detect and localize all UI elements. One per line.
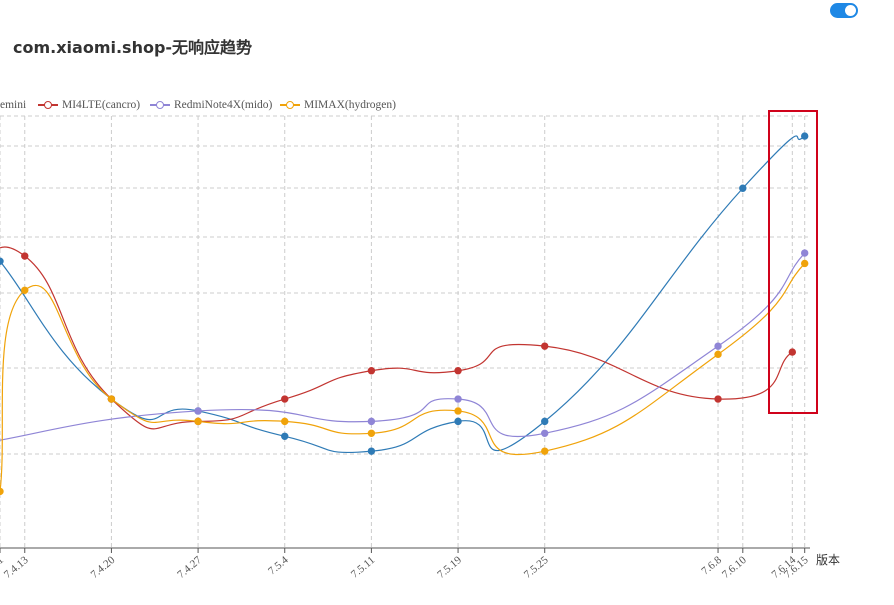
data-point bbox=[714, 342, 722, 350]
data-point bbox=[801, 249, 809, 257]
legend-item-label: RedmiNote4X(mido) bbox=[174, 99, 273, 111]
series-line-0 bbox=[0, 135, 806, 454]
data-point bbox=[367, 447, 376, 455]
data-point bbox=[788, 348, 797, 356]
series-line-3 bbox=[0, 263, 806, 492]
data-point bbox=[194, 407, 202, 415]
legend-item-redminote4x[interactable]: RedmiNote4X(mido) bbox=[150, 99, 272, 111]
legend-item-mi4lte[interactable]: MI4LTE(cancro) bbox=[38, 99, 140, 111]
data-point bbox=[541, 417, 549, 426]
legend-item-label: MIMAX(hydrogen) bbox=[304, 99, 396, 111]
data-point bbox=[801, 132, 809, 140]
x-tick-label: 7.4.27 bbox=[175, 554, 204, 581]
data-point bbox=[281, 417, 289, 426]
data-point bbox=[0, 257, 4, 265]
x-tick-label: 7.5.4 bbox=[266, 554, 291, 578]
data-point bbox=[801, 259, 809, 268]
legend-item-emini[interactable]: emini bbox=[0, 99, 26, 111]
series-line-2 bbox=[0, 252, 806, 441]
data-point bbox=[0, 487, 4, 496]
x-tick-label: 7.5.25 bbox=[522, 554, 551, 581]
data-point bbox=[367, 429, 376, 437]
page-title: com.xiaomi.shop-无响应趋势 bbox=[13, 38, 253, 57]
data-point bbox=[454, 417, 462, 426]
data-point bbox=[194, 417, 202, 426]
x-tick-label: 7.5.19 bbox=[435, 554, 464, 581]
data-point bbox=[739, 184, 747, 192]
x-tick-label: 7.4.20 bbox=[89, 554, 118, 581]
x-tick-label: 7.4.13 bbox=[2, 554, 31, 581]
data-point bbox=[107, 395, 116, 403]
legend-item-label: emini bbox=[0, 99, 27, 111]
x-axis: 7.4.117.4.13 7.4.20 7.4.27 7.5.4 7.5.11 7.5.1… bbox=[0, 547, 840, 581]
data-point bbox=[541, 342, 549, 350]
legend-marker-icon bbox=[38, 100, 58, 110]
data-point bbox=[541, 447, 549, 455]
toggle-switch[interactable] bbox=[830, 3, 858, 18]
x-tick-label: 7.5.11 bbox=[349, 554, 377, 581]
data-point bbox=[367, 367, 376, 375]
chart-grid bbox=[0, 115, 808, 549]
data-point bbox=[367, 417, 376, 426]
data-point bbox=[21, 286, 29, 294]
data-point bbox=[714, 395, 722, 403]
data-point bbox=[714, 350, 722, 359]
highlight-box bbox=[768, 110, 818, 414]
data-point bbox=[454, 395, 462, 403]
data-point bbox=[281, 432, 289, 440]
legend-marker-icon bbox=[150, 100, 170, 110]
legend-item-mimax[interactable]: MIMAX(hydrogen) bbox=[280, 99, 396, 111]
x-tick-label: 7.6.10 bbox=[720, 554, 749, 581]
data-point bbox=[281, 395, 289, 403]
toggle-knob bbox=[845, 5, 856, 16]
data-point bbox=[541, 429, 549, 437]
data-point bbox=[454, 367, 462, 375]
series-line-1 bbox=[0, 246, 793, 430]
legend-marker-icon bbox=[280, 100, 300, 110]
data-point bbox=[21, 252, 29, 260]
chart-series bbox=[0, 132, 809, 496]
legend-item-label: MI4LTE(cancro) bbox=[62, 99, 141, 111]
x-axis-label: 版本 bbox=[816, 553, 840, 567]
data-point bbox=[454, 407, 462, 415]
